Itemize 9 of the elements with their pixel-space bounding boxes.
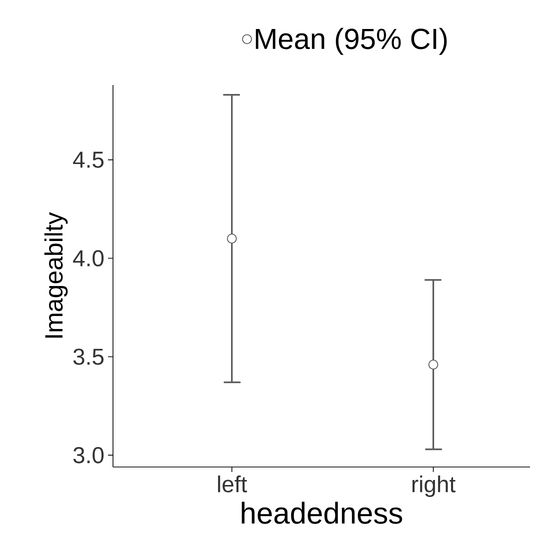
x-tick-label: left (218, 476, 248, 492)
y-axis-title: Imageabilty (44, 212, 68, 338)
y-tick-label: 3.5 (73, 348, 104, 365)
y-tick-label: 4.5 (73, 152, 104, 168)
y-tick-label: 4.0 (73, 250, 104, 266)
y-tick-label: 3.0 (73, 447, 104, 464)
x-axis-title: headedness (242, 502, 402, 524)
legend-label: Mean (95% CI) (256, 28, 447, 55)
x-tick-label: right (412, 476, 456, 497)
